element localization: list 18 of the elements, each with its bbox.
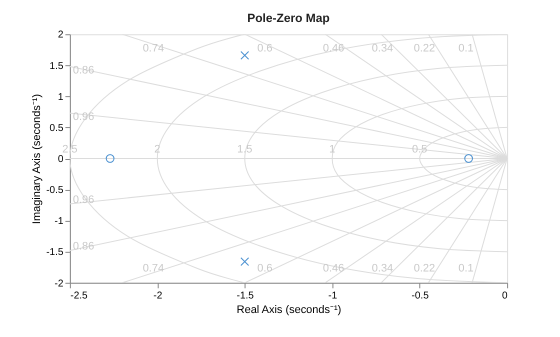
x-axis-title: Real Axis (seconds⁻¹) [236, 304, 342, 316]
x-tick-label: -2 [153, 290, 163, 302]
x-tick-label: -1 [328, 290, 338, 302]
y-tick-label: 2 [58, 30, 64, 41]
y-tick-label: 1.5 [50, 60, 64, 72]
y-tick-label: -1.5 [46, 247, 64, 258]
x-tick-label: -0.5 [412, 290, 430, 302]
x-tick-label: -1.5 [236, 290, 254, 302]
y-tick-label: -0.5 [46, 185, 64, 196]
chart-title: Pole-Zero Map [247, 11, 330, 26]
x-tick-label: -2.5 [70, 290, 88, 302]
y-tick-label: 0 [58, 154, 64, 165]
y-tick-label: 0.5 [50, 122, 64, 134]
y-tick-label: -2 [54, 278, 64, 290]
y-axis-title: Imaginary Axis (seconds⁻¹) [31, 94, 44, 224]
x-tick-label: 0 [502, 290, 508, 302]
y-tick-label: 1 [58, 92, 64, 103]
y-tick-label: -1 [54, 216, 64, 228]
